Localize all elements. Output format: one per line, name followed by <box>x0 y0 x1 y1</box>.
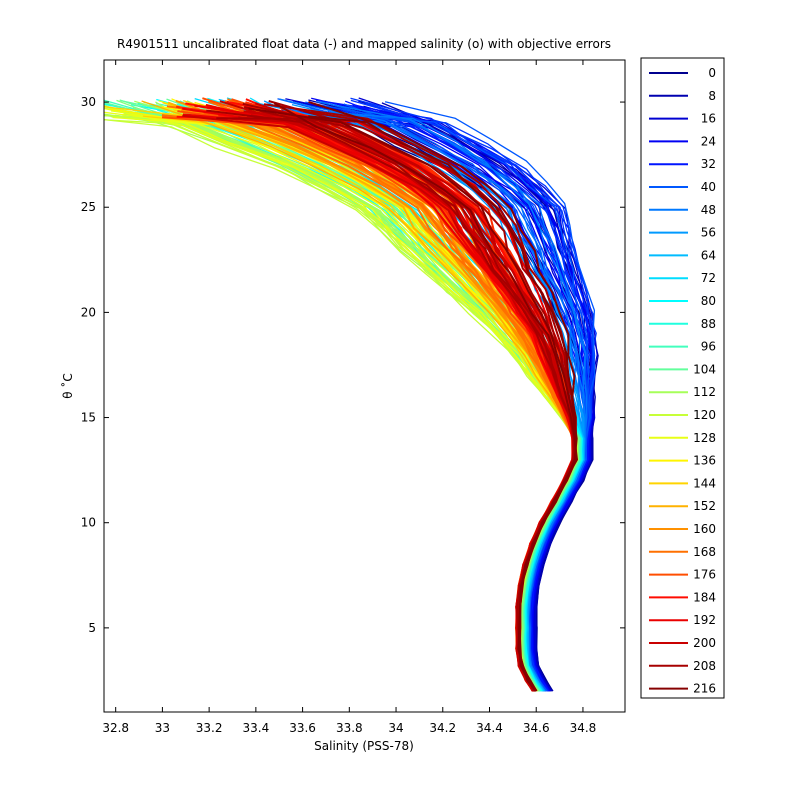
x-tick-label: 34.6 <box>523 721 550 735</box>
legend-label: 48 <box>701 203 716 217</box>
legend-label: 16 <box>701 112 716 126</box>
legend-label: 64 <box>701 248 716 262</box>
legend-label: 8 <box>708 89 716 103</box>
x-tick-label: 33.4 <box>243 721 270 735</box>
legend-label: 184 <box>693 590 716 604</box>
legend-label: 32 <box>701 157 716 171</box>
x-tick-label: 34.8 <box>570 721 597 735</box>
x-tick-label: 33.6 <box>289 721 316 735</box>
profile-lines <box>104 97 599 692</box>
legend-label: 96 <box>701 340 716 354</box>
y-tick-label: 30 <box>81 95 96 109</box>
legend-label: 120 <box>693 408 716 422</box>
x-tick-label: 33.2 <box>196 721 223 735</box>
legend-label: 152 <box>693 499 716 513</box>
legend: 0 8 16 24 32 40 48 56 64 72 80 88 96 104 112 120 128 136 1… <box>640 57 725 699</box>
legend-label: 80 <box>701 294 716 308</box>
legend-label: 160 <box>693 522 716 536</box>
profile-line <box>273 102 578 692</box>
legend-label: 128 <box>693 431 716 445</box>
x-tick-label: 33.8 <box>336 721 363 735</box>
legend-label: 176 <box>693 568 716 582</box>
legend-items: 0 8 16 24 32 40 48 56 64 72 80 88 96 104 112 120 128 136 1… <box>649 66 716 696</box>
legend-label: 144 <box>693 476 716 490</box>
legend-label: 168 <box>693 545 716 559</box>
legend-label: 24 <box>701 134 716 148</box>
legend-label: 88 <box>701 317 716 331</box>
chart-title: R4901511 uncalibrated float data (-) and… <box>117 37 611 51</box>
y-tick-label: 15 <box>81 411 96 425</box>
y-tick-label: 20 <box>81 305 96 319</box>
legend-label: 0 <box>708 66 716 80</box>
y-tick-label: 25 <box>81 200 96 214</box>
x-tick-label: 32.8 <box>102 721 129 735</box>
y-axis-title: θ ˚C <box>60 373 75 399</box>
legend-label: 136 <box>693 454 716 468</box>
legend-label: 40 <box>701 180 716 194</box>
x-tick-label: 34.4 <box>476 721 503 735</box>
legend-label: 56 <box>701 226 716 240</box>
axis-ticks: 32.8 33 33.2 33.4 33.6 33.8 34 34.2 34.4 34.6 34.8… <box>81 60 625 735</box>
x-axis-title: Salinity (PSS-78) <box>314 739 414 753</box>
y-tick-label: 5 <box>88 621 96 635</box>
plot-frame <box>103 59 626 713</box>
legend-label: 208 <box>693 659 716 673</box>
y-tick-label: 10 <box>81 516 96 530</box>
legend-label: 200 <box>693 636 716 650</box>
x-tick-label: 34.2 <box>429 721 456 735</box>
legend-label: 112 <box>693 385 716 399</box>
x-tick-label: 34 <box>388 721 403 735</box>
plot-area <box>104 97 599 692</box>
legend-label: 192 <box>693 613 716 627</box>
legend-label: 72 <box>701 271 716 285</box>
legend-label: 216 <box>693 682 716 696</box>
legend-label: 104 <box>693 362 716 376</box>
x-tick-label: 33 <box>155 721 170 735</box>
